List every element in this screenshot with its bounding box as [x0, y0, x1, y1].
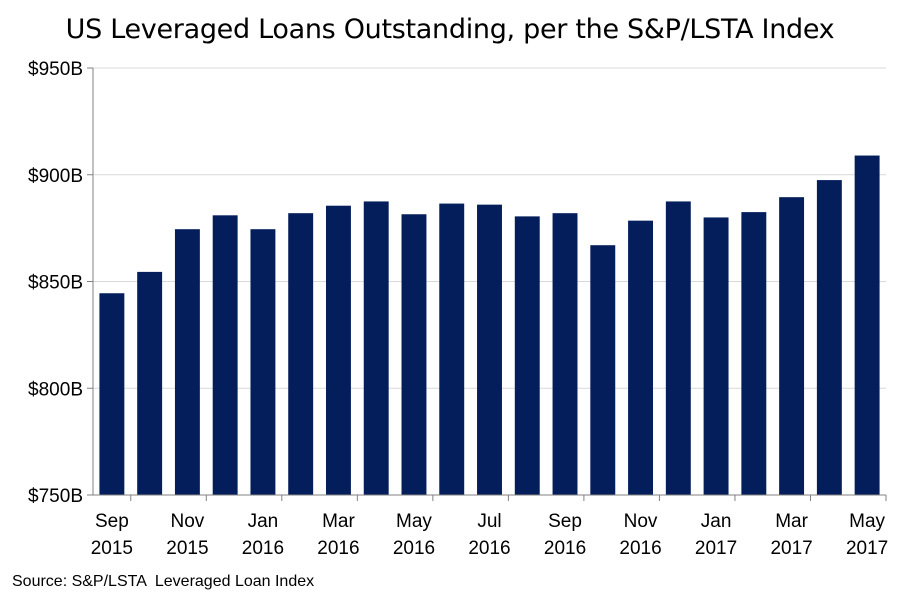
x-tick-year: 2016: [393, 538, 435, 559]
x-tick-year: 2017: [695, 538, 737, 559]
bars: [99, 155, 880, 496]
bar: [212, 215, 238, 495]
x-tick-month: Mar: [775, 511, 808, 532]
chart-title: US Leveraged Loans Outstanding, per the …: [65, 14, 835, 45]
x-tick-month: Nov: [171, 511, 205, 532]
x-tick-month: May: [396, 511, 432, 532]
bar: [174, 229, 200, 495]
x-tick-month: Jan: [701, 511, 732, 532]
x-tick-month: Sep: [95, 511, 129, 532]
bar: [816, 180, 842, 495]
bar: [99, 293, 125, 495]
bar: [552, 213, 578, 495]
y-tick-label: $950B: [28, 59, 83, 80]
x-tick-year: 2015: [166, 538, 208, 559]
y-tick-label: $850B: [28, 273, 83, 294]
bar: [590, 245, 616, 495]
x-tick-year: 2016: [242, 538, 284, 559]
x-tick-year: 2017: [846, 538, 888, 559]
x-tick-year: 2016: [468, 538, 510, 559]
bar: [137, 271, 163, 495]
bar: [288, 213, 314, 495]
bar: [325, 205, 351, 495]
bar: [703, 217, 729, 495]
y-tick-label: $900B: [28, 166, 83, 187]
bar: [514, 216, 540, 495]
bar: [741, 212, 767, 496]
x-tick-year: 2016: [619, 538, 661, 559]
bar: [665, 201, 691, 495]
y-tick-labels: $750B $800B $850B $900B $950B: [28, 59, 83, 507]
chart-source: Source: S&P/LSTA Leveraged Loan Index: [12, 573, 315, 590]
y-tick-label: $750B: [28, 486, 83, 507]
x-tick-month: Sep: [548, 511, 582, 532]
bar: [439, 203, 465, 495]
bar: [628, 220, 654, 495]
x-tick-month: May: [849, 511, 885, 532]
bar: [363, 201, 389, 495]
x-tick-month: Mar: [322, 511, 355, 532]
x-tick-year: 2017: [770, 538, 812, 559]
bar: [401, 214, 427, 495]
bar: [779, 197, 805, 496]
bar: [854, 155, 880, 495]
axes: [87, 67, 887, 501]
y-tick-label: $800B: [28, 379, 83, 400]
x-tick-month: Nov: [624, 511, 658, 532]
bar: [477, 204, 502, 495]
bar-chart: $750B $800B $850B $900B $950B Sep 2015 Nov 2015…: [28, 59, 889, 559]
x-tick-year: 2016: [544, 538, 586, 559]
x-tick-month: Jan: [248, 511, 279, 532]
x-tick-year: 2016: [317, 538, 359, 559]
x-tick-month: Jul: [477, 511, 501, 532]
x-tick-labels: Sep 2015 Nov 2015 Jan 2016 Mar 2016 May 2016 Jul 20…: [91, 511, 889, 559]
bar: [250, 229, 276, 495]
x-tick-year: 2015: [91, 538, 133, 559]
